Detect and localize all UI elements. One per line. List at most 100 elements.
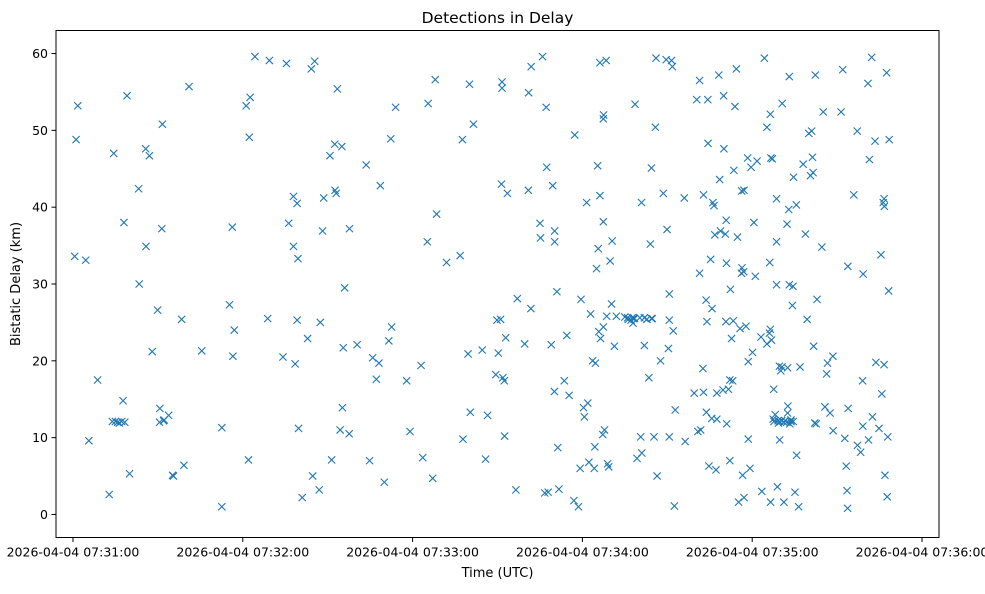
data-point: [562, 331, 571, 340]
data-point: [141, 144, 150, 153]
data-point: [599, 217, 608, 226]
data-point: [315, 485, 324, 494]
data-point: [789, 417, 798, 426]
data-point: [792, 451, 801, 460]
x-tick-label: 2026-04-04 07:32:00: [176, 545, 309, 560]
data-point: [464, 349, 473, 358]
data-point: [722, 419, 731, 428]
data-point: [876, 250, 885, 259]
data-point: [871, 137, 880, 146]
data-point: [637, 449, 646, 457]
data-point: [483, 411, 492, 420]
data-point: [813, 295, 822, 304]
data-point: [744, 357, 753, 366]
data-point: [803, 315, 812, 324]
data-point: [466, 408, 475, 417]
data-point: [362, 160, 371, 169]
data-point: [586, 309, 595, 318]
data-point: [719, 91, 728, 100]
data-point: [665, 316, 674, 325]
data-point: [880, 360, 889, 369]
data-point: [481, 455, 490, 464]
data-point: [743, 154, 752, 163]
data-point: [387, 323, 396, 332]
data-point: [724, 385, 733, 394]
data-point: [70, 252, 79, 261]
data-point: [293, 199, 302, 208]
data-point: [608, 236, 617, 245]
data-point: [740, 493, 748, 502]
data-point: [142, 242, 150, 251]
data-point: [710, 201, 718, 210]
data-point: [105, 490, 114, 499]
data-point: [458, 135, 467, 144]
data-point: [179, 461, 188, 470]
data-point: [592, 264, 601, 273]
data-point: [769, 385, 778, 394]
data-point: [291, 359, 300, 368]
data-point: [648, 314, 657, 323]
data-point: [809, 342, 818, 351]
data-point: [856, 448, 865, 457]
data-point: [374, 359, 383, 368]
data-point: [650, 432, 658, 441]
data-point: [402, 376, 411, 385]
data-point: [550, 227, 559, 235]
data-point: [884, 286, 893, 295]
data-point: [715, 175, 724, 184]
data-point: [197, 346, 206, 355]
data-point: [844, 404, 853, 413]
data-point: [769, 415, 778, 424]
data-point: [345, 429, 354, 438]
data-point: [610, 342, 619, 351]
data-point: [859, 270, 868, 279]
data-point: [784, 205, 793, 214]
data-point: [864, 435, 873, 444]
data-point: [788, 301, 797, 310]
data-point: [771, 410, 780, 419]
data-point: [550, 237, 559, 246]
data-point: [722, 216, 731, 225]
data-point: [656, 356, 665, 365]
data-point: [119, 396, 128, 405]
data-point: [811, 71, 820, 80]
y-tick-label: 50: [32, 123, 48, 138]
data-point: [145, 151, 154, 160]
data-point: [710, 230, 719, 239]
data-point: [702, 296, 711, 305]
data-point: [535, 219, 544, 228]
data-point: [289, 192, 298, 201]
data-point: [228, 223, 237, 232]
data-point: [604, 462, 613, 471]
data-point: [497, 180, 506, 189]
data-point: [501, 333, 510, 342]
data-point: [858, 422, 867, 431]
data-point: [386, 134, 395, 143]
data-point: [599, 111, 608, 119]
data-point: [242, 101, 251, 110]
data-point: [524, 88, 533, 97]
data-point: [867, 53, 876, 62]
data-point: [158, 120, 167, 129]
data-point: [842, 462, 851, 471]
data-point: [353, 340, 362, 349]
data-point: [582, 198, 591, 207]
data-point: [768, 154, 777, 163]
data-point: [245, 133, 254, 142]
data-point: [783, 220, 792, 229]
data-point: [595, 58, 604, 67]
x-tick-label: 2026-04-04 07:36:00: [856, 545, 985, 560]
data-point: [631, 100, 640, 109]
data-point: [526, 304, 535, 313]
data-point: [783, 402, 792, 411]
data-point: [664, 344, 673, 353]
data-point: [120, 418, 129, 427]
data-point: [725, 376, 734, 385]
data-point: [418, 453, 427, 462]
data-point: [877, 389, 886, 398]
data-point: [602, 56, 611, 65]
data-point: [570, 130, 579, 139]
data-point: [858, 376, 867, 385]
data-point: [368, 353, 377, 362]
